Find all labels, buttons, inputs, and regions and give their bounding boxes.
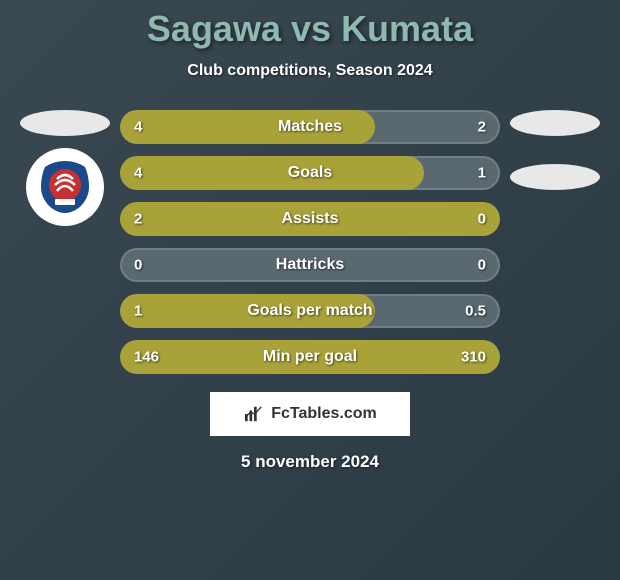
left-side-column xyxy=(20,110,110,226)
stat-value-right: 0 xyxy=(478,257,486,274)
stat-label: Goals per match xyxy=(247,302,372,320)
stat-row: 4 Goals 1 xyxy=(120,156,500,190)
right-side-column xyxy=(510,110,600,190)
brand-text: FcTables.com xyxy=(271,405,377,423)
brand-logo[interactable]: FcTables.com xyxy=(210,392,410,436)
stat-row: 2 Assists 0 xyxy=(120,202,500,236)
stat-row: 0 Hattricks 0 xyxy=(120,248,500,282)
stat-value-left: 4 xyxy=(134,165,142,182)
stat-label: Hattricks xyxy=(276,256,344,274)
stat-value-right: 310 xyxy=(461,349,486,366)
stats-column: 4 Matches 2 4 Goals 1 2 Assists 0 0 Hattricks 0 1 Goa… xyxy=(120,110,500,374)
page-title: Sagawa vs Kumata xyxy=(0,8,620,50)
stat-fill xyxy=(120,156,424,190)
player2-placeholder-ellipse-1 xyxy=(510,110,600,136)
stat-value-left: 0 xyxy=(134,257,142,274)
player2-placeholder-ellipse-2 xyxy=(510,164,600,190)
stat-value-right: 0.5 xyxy=(465,303,486,320)
stat-value-left: 2 xyxy=(134,211,142,228)
player2-name: Kumata xyxy=(341,8,473,49)
date-text: 5 november 2024 xyxy=(0,452,620,472)
stat-value-left: 4 xyxy=(134,119,142,136)
subtitle: Club competitions, Season 2024 xyxy=(0,62,620,80)
player1-placeholder-ellipse xyxy=(20,110,110,136)
club-badge-icon xyxy=(35,157,95,217)
stat-value-right: 1 xyxy=(478,165,486,182)
stat-label: Goals xyxy=(288,164,332,182)
stat-label: Assists xyxy=(282,210,339,228)
club-badge xyxy=(26,148,104,226)
stat-value-right: 2 xyxy=(478,119,486,136)
player1-name: Sagawa xyxy=(147,8,281,49)
stat-value-right: 0 xyxy=(478,211,486,228)
stat-label: Min per goal xyxy=(263,348,357,366)
chart-icon xyxy=(243,405,265,423)
stat-row: 1 Goals per match 0.5 xyxy=(120,294,500,328)
stat-value-left: 146 xyxy=(134,349,159,366)
stat-label: Matches xyxy=(278,118,342,136)
stat-value-left: 1 xyxy=(134,303,142,320)
stat-row: 146 Min per goal 310 xyxy=(120,340,500,374)
stats-area: 4 Matches 2 4 Goals 1 2 Assists 0 0 Hattricks 0 1 Goa… xyxy=(0,110,620,374)
vs-text: vs xyxy=(291,8,331,49)
stat-row: 4 Matches 2 xyxy=(120,110,500,144)
